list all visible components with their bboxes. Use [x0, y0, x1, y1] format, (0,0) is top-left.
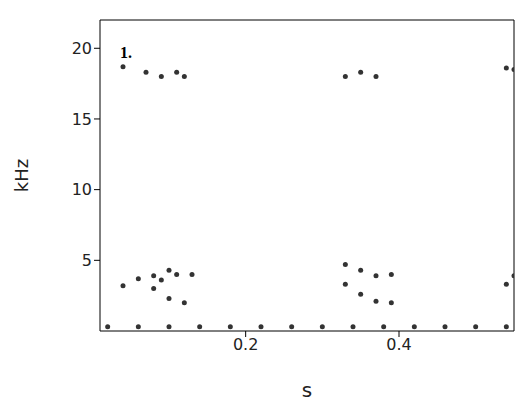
svg-text:10: 10	[72, 180, 92, 199]
svg-text:0.2: 0.2	[233, 335, 258, 354]
html-text:1.: 1.	[120, 44, 132, 61]
svg-text:15: 15	[72, 110, 92, 129]
svg-text:0.4: 0.4	[386, 335, 411, 354]
svg-text:s: s	[302, 378, 312, 402]
svg-text:5: 5	[82, 251, 92, 270]
svg-text:kHz: kHz	[11, 159, 32, 192]
svg-text:20: 20	[72, 39, 92, 58]
